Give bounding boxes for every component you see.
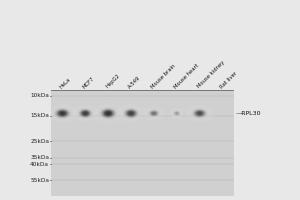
Ellipse shape: [77, 108, 94, 119]
Ellipse shape: [119, 106, 142, 121]
Ellipse shape: [102, 109, 114, 117]
Ellipse shape: [147, 109, 161, 118]
Text: Rat liver: Rat liver: [219, 70, 238, 89]
Ellipse shape: [47, 104, 77, 123]
Ellipse shape: [55, 109, 70, 118]
Text: MCF7: MCF7: [82, 76, 96, 89]
Ellipse shape: [83, 112, 87, 115]
Text: 15kDa: 15kDa: [30, 113, 49, 118]
Ellipse shape: [175, 112, 179, 115]
Ellipse shape: [99, 107, 118, 120]
Ellipse shape: [50, 106, 75, 121]
Ellipse shape: [57, 110, 68, 117]
Ellipse shape: [191, 108, 209, 119]
Ellipse shape: [100, 108, 116, 118]
Text: Mouse heart: Mouse heart: [173, 63, 200, 89]
Text: 25kDa: 25kDa: [30, 139, 49, 144]
Ellipse shape: [148, 110, 160, 117]
Text: A-549: A-549: [128, 75, 142, 89]
Text: 40kDa: 40kDa: [30, 162, 49, 167]
Ellipse shape: [169, 107, 185, 120]
Ellipse shape: [122, 107, 140, 119]
Ellipse shape: [127, 111, 135, 116]
Text: 10kDa: 10kDa: [30, 93, 49, 98]
Ellipse shape: [75, 106, 96, 121]
Ellipse shape: [72, 104, 98, 122]
Ellipse shape: [60, 112, 65, 115]
Ellipse shape: [194, 110, 205, 117]
Ellipse shape: [80, 110, 90, 117]
Text: Mouse kidney: Mouse kidney: [196, 60, 225, 89]
Ellipse shape: [104, 111, 112, 116]
Ellipse shape: [196, 111, 203, 116]
Ellipse shape: [124, 109, 138, 118]
Ellipse shape: [188, 106, 211, 121]
Ellipse shape: [145, 107, 163, 120]
Ellipse shape: [193, 109, 207, 118]
Ellipse shape: [172, 109, 182, 117]
Ellipse shape: [58, 111, 67, 116]
Ellipse shape: [129, 112, 133, 115]
Ellipse shape: [93, 103, 123, 123]
Text: Mouse brain: Mouse brain: [150, 63, 177, 89]
Ellipse shape: [53, 107, 72, 119]
Ellipse shape: [151, 111, 157, 115]
Ellipse shape: [126, 110, 136, 117]
Ellipse shape: [176, 112, 178, 114]
Ellipse shape: [186, 104, 214, 122]
Ellipse shape: [117, 104, 145, 123]
Ellipse shape: [173, 110, 181, 116]
Ellipse shape: [96, 105, 121, 122]
Ellipse shape: [150, 110, 158, 116]
Text: HepG2: HepG2: [105, 73, 121, 89]
Ellipse shape: [197, 112, 202, 115]
Ellipse shape: [152, 112, 156, 115]
Text: —RPL30: —RPL30: [236, 111, 261, 116]
Ellipse shape: [143, 106, 165, 121]
Text: 35kDa: 35kDa: [30, 155, 49, 160]
Ellipse shape: [106, 112, 111, 115]
Ellipse shape: [170, 108, 183, 118]
Text: HeLa: HeLa: [59, 77, 72, 89]
Ellipse shape: [174, 111, 180, 116]
Ellipse shape: [82, 111, 89, 116]
Ellipse shape: [79, 109, 92, 118]
Text: 55kDa: 55kDa: [30, 178, 49, 183]
